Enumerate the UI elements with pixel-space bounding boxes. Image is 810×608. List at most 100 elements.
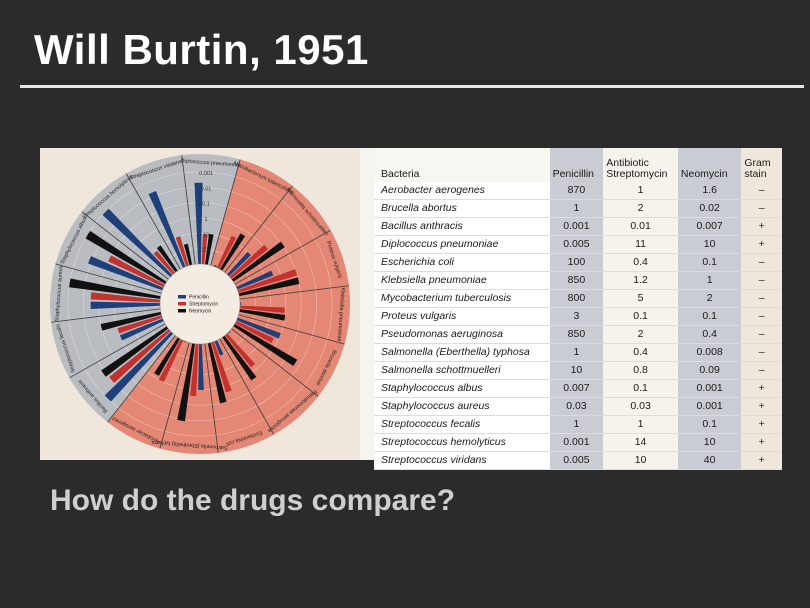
cell-gram-stain: –	[741, 253, 782, 272]
legend-label: Neomycin	[189, 309, 211, 315]
header-streptomycin: Antibiotic Streptomycin	[603, 148, 678, 182]
bar-penicillin	[236, 317, 281, 339]
table-row: Staphylococcus albus 0.007 0.1 0.001 +	[374, 379, 782, 398]
ring-tick-label: 0.01	[201, 186, 212, 192]
cell-neomycin: 0.1	[677, 253, 742, 272]
bar-neomycin	[100, 311, 162, 331]
bar-streptomycin	[190, 343, 199, 397]
bar-streptomycin	[239, 305, 285, 314]
legend-label: Streptomycin	[189, 302, 218, 308]
cell-gram-stain: +	[741, 397, 782, 416]
sector-divider	[231, 328, 319, 397]
legend-label: Penicillin	[189, 295, 209, 301]
sector-background	[238, 285, 350, 345]
bar-penicillin	[90, 301, 161, 309]
cell-bacteria: Streptococcus hemolyticus	[374, 433, 550, 452]
cell-streptomycin: 0.03	[603, 397, 678, 416]
bar-neomycin	[219, 233, 246, 271]
antibiotic-table: Bacteria Penicillin Antibiotic Streptomyc…	[374, 148, 782, 470]
bar-penicillin	[214, 340, 224, 356]
bar-streptomycin	[109, 329, 171, 384]
cell-gram-stain: +	[741, 451, 782, 470]
cell-penicillin: 800	[549, 289, 604, 308]
cell-neomycin: 0.008	[677, 343, 742, 362]
cell-penicillin: 0.007	[549, 379, 604, 398]
table-row: Streptococcus viridans 0.005 10 40 +	[374, 451, 782, 470]
cell-streptomycin: 1.2	[603, 271, 678, 290]
cell-penicillin: 0.03	[549, 397, 604, 416]
cell-bacteria: Salmonella (Eberthella) typhosa	[374, 343, 550, 362]
legend-swatch	[178, 302, 186, 306]
cell-streptomycin: 0.8	[603, 361, 678, 380]
cell-penicillin: 850	[549, 325, 604, 344]
table-row: Proteus vulgaris 3 0.1 0.1–	[374, 307, 782, 326]
bar-streptomycin	[216, 235, 237, 269]
cell-streptomycin: 11	[603, 235, 678, 254]
table-row: Diplococcus pneumoniae 0.005 11 10 +	[374, 235, 782, 254]
bar-neomycin	[69, 278, 161, 299]
header-penicillin: Penicillin	[549, 148, 604, 182]
sector-divider	[51, 308, 161, 323]
sector-divider	[224, 185, 293, 273]
sector-label: Diplococcus pneumoniae	[180, 158, 241, 168]
cell-neomycin: 40	[677, 451, 742, 470]
table-body: Aerobacter aerogenes 870 1 1.6– Brucella abo…	[374, 182, 782, 470]
cell-streptomycin: 0.1	[603, 379, 678, 398]
cell-gram-stain: –	[741, 361, 782, 380]
cell-penicillin: 1	[549, 199, 604, 218]
sector-label: Klebsiella pneumoniae	[336, 287, 346, 342]
cell-streptomycin: 2	[603, 325, 678, 344]
cell-streptomycin: 0.1	[603, 307, 678, 326]
sector-divider	[181, 155, 196, 265]
sector-background	[50, 263, 162, 323]
radial-chart-panel: 0.001 0.01 0.1 1 10 100 Penicillin Streptomycin…	[40, 148, 360, 460]
cell-penicillin: 0.001	[549, 217, 604, 236]
cell-bacteria: Escherichia coli	[374, 253, 550, 272]
cell-penicillin: 100	[549, 253, 604, 272]
cell-gram-stain: +	[741, 379, 782, 398]
bar-neomycin	[154, 337, 181, 376]
header-neomycin: Neomycin	[677, 148, 742, 182]
sector-divider	[239, 285, 349, 300]
title-divider	[20, 85, 804, 88]
cell-bacteria: Diplococcus pneumoniae	[374, 235, 550, 254]
bar-penicillin	[236, 270, 274, 290]
cell-bacteria: Mycobacterium tuberculosis	[374, 289, 550, 308]
cell-streptomycin: 1	[603, 415, 678, 434]
bar-streptomycin	[211, 341, 232, 393]
bar-neomycin	[239, 309, 286, 321]
sector-divider	[210, 159, 241, 266]
data-table-panel: Bacteria Penicillin Antibiotic Streptomyc…	[374, 148, 782, 470]
table-row: Aerobacter aerogenes 870 1 1.6–	[374, 182, 782, 200]
sector-divider	[69, 323, 166, 379]
ring-tick-label: 10	[203, 232, 209, 238]
cell-neomycin: 1.6	[677, 182, 742, 200]
bar-neomycin	[183, 243, 193, 266]
bar-neomycin	[85, 230, 167, 285]
sector-divider	[81, 211, 169, 280]
cell-neomycin: 0.4	[677, 325, 742, 344]
bar-neomycin	[222, 335, 257, 381]
bar-penicillin	[148, 190, 186, 268]
cell-bacteria: Proteus vulgaris	[374, 307, 550, 326]
cell-neomycin: 10	[677, 433, 742, 452]
sector-background	[159, 342, 219, 454]
ring-gridline	[67, 171, 333, 437]
cell-gram-stain: +	[741, 217, 782, 236]
legend-swatch	[178, 295, 186, 299]
bar-neomycin	[101, 326, 169, 377]
cell-bacteria: Aerobacter aerogenes	[374, 182, 550, 200]
bar-neomycin	[156, 245, 178, 273]
cell-bacteria: Staphylococcus aureus	[374, 397, 550, 416]
cell-gram-stain: –	[741, 199, 782, 218]
cell-gram-stain: +	[741, 235, 782, 254]
cell-neomycin: 10	[677, 235, 742, 254]
sector-label: Salmonella (Eberthella) typhosa	[151, 439, 228, 451]
bar-streptomycin	[235, 320, 274, 344]
cell-neomycin: 0.09	[677, 361, 742, 380]
bar-streptomycin	[237, 269, 298, 293]
sector-label: Staphylococcus aureus	[54, 265, 64, 321]
bar-neomycin	[233, 323, 298, 367]
cell-neomycin: 0.001	[677, 397, 742, 416]
cell-streptomycin: 2	[603, 199, 678, 218]
